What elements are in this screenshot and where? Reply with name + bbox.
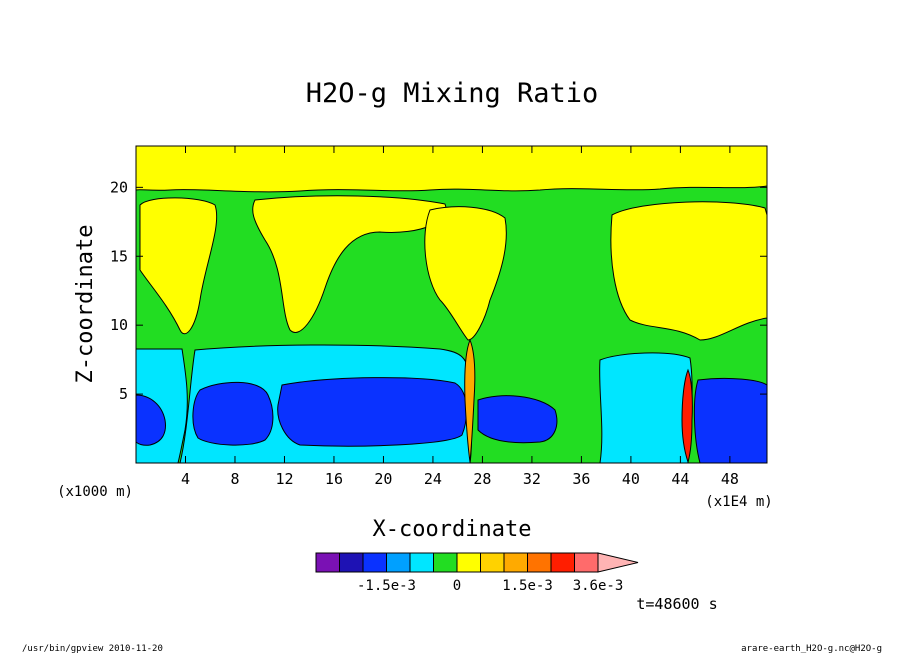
colorbar-swatch — [409, 552, 434, 573]
x-tick-label: 36 — [572, 470, 590, 488]
colorbar-swatch — [527, 552, 552, 573]
colorbar: -1.5e-3 0 1.5e-3 3.6e-3 — [315, 552, 639, 594]
x-tick-label: 8 — [230, 470, 239, 488]
colorbar-swatch — [386, 552, 411, 573]
footer-right: arare-earth_H2O-g.nc@H2O-g — [741, 644, 882, 654]
colorbar-tick-label: 1.5e-3 — [502, 578, 553, 594]
x-tick-label: 20 — [374, 470, 392, 488]
region-plume-18 — [252, 195, 447, 333]
colorbar-tick-label: 3.6e-3 — [573, 578, 624, 594]
x-tick-label: 40 — [622, 470, 640, 488]
region-core-center-b — [277, 377, 467, 447]
colorbar-swatch — [362, 552, 387, 573]
region-upper-moist-layer — [136, 146, 767, 193]
colorbar-extend-arrow — [597, 552, 639, 573]
time-label: t=48600 s — [636, 595, 717, 613]
x-tick-label: 16 — [325, 470, 343, 488]
colorbar-swatch — [456, 552, 481, 573]
region-plume-5 — [139, 197, 218, 335]
footer-left: /usr/bin/gpview 2010-11-20 — [22, 644, 163, 654]
x-tick-label: 48 — [721, 470, 739, 488]
x-unit-left: (x1000 m) — [57, 484, 133, 500]
x-tick-label: 24 — [424, 470, 442, 488]
colorbar-tick-label: -1.5e-3 — [357, 578, 416, 594]
colorbar-swatch — [550, 552, 575, 573]
region-plume-44 — [610, 201, 767, 341]
region-core-center-c — [477, 395, 558, 444]
x-axis-label: X-coordinate — [373, 517, 532, 542]
region-updraft-44 — [681, 368, 693, 463]
x-tick-label: 32 — [523, 470, 541, 488]
y-tick-label: 5 — [119, 385, 128, 403]
x-unit-right: (x1E4 m) — [705, 494, 772, 510]
colorbar-swatch — [433, 552, 458, 573]
plot-frame — [135, 145, 768, 464]
region-updraft-27 — [464, 338, 476, 463]
x-tick-label: 44 — [671, 470, 689, 488]
y-axis-ticks: 5 10 15 20 — [110, 178, 767, 403]
x-axis-ticks: 4 8 12 16 20 24 28 32 36 40 44 48 — [181, 146, 739, 488]
y-axis-label: Z-coordinate — [73, 225, 98, 384]
region-core-center-a — [192, 381, 274, 446]
colorbar-swatch — [480, 552, 505, 573]
colorbar-tick-label: 0 — [453, 578, 461, 594]
x-tick-label: 12 — [275, 470, 293, 488]
colorbar-swatch — [503, 552, 528, 573]
x-tick-label: 4 — [181, 470, 190, 488]
region-core-right — [693, 377, 767, 463]
colorbar-swatch — [574, 552, 599, 573]
colorbar-swatch — [315, 552, 340, 573]
chart-title: H2O-g Mixing Ratio — [306, 78, 599, 109]
x-tick-label: 28 — [473, 470, 491, 488]
y-tick-label: 10 — [110, 316, 128, 334]
contour-fill — [136, 146, 767, 463]
y-tick-label: 15 — [110, 247, 128, 265]
colorbar-swatch — [339, 552, 364, 573]
region-low-right — [599, 352, 693, 463]
y-tick-label: 20 — [110, 178, 128, 196]
region-core-left — [136, 394, 166, 446]
region-plume-28 — [424, 206, 507, 341]
